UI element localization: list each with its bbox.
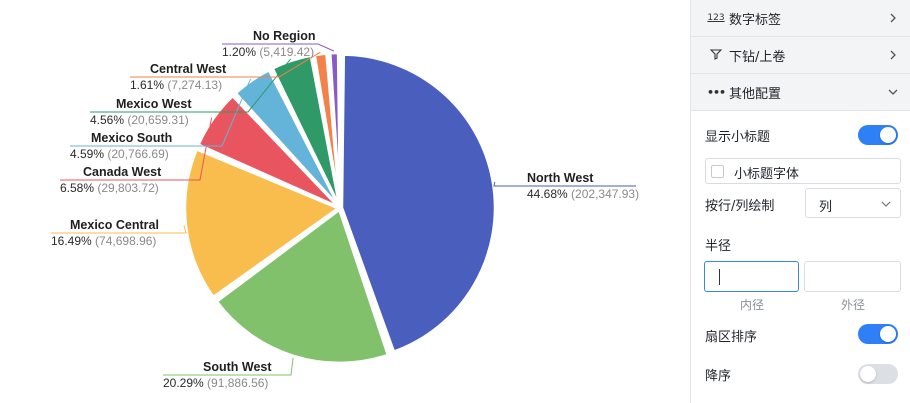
outer-radius-caption: 外径 — [841, 298, 866, 312]
slice-label-value: (202,347.93) — [571, 187, 639, 201]
pie-slice-north-west[interactable] — [340, 53, 497, 353]
slice-label-detail: 1.20% (5,419.42) — [222, 45, 314, 59]
slice-label-name: No Region — [253, 29, 316, 43]
slice-label-detail: 4.59% (20,766.69) — [70, 147, 169, 161]
pie-slice-mexico-central[interactable] — [183, 148, 340, 299]
slice-label-detail: 20.29% (91,886.56) — [163, 376, 268, 390]
leader-line — [222, 43, 335, 52]
number-icon: 123 — [707, 13, 725, 23]
leader-line — [130, 51, 321, 78]
leader-line — [163, 357, 294, 376]
slice-label-percent: 1.61% — [130, 78, 167, 92]
slice-label-percent: 4.56% — [90, 113, 127, 127]
descending-toggle[interactable] — [858, 364, 898, 384]
slice-label-percent: 44.68% — [527, 187, 571, 201]
slice-label-value: (5,419.42) — [259, 45, 314, 59]
subtitle-font-label: 小标题字体 — [734, 167, 800, 182]
slice-label-percent: 20.29% — [163, 376, 207, 390]
slice-label-value: (74,698.96) — [95, 234, 156, 248]
show-subtitle-label: 显示小标题 — [705, 130, 771, 145]
slice-label-detail: 1.61% (7,274.13) — [130, 78, 222, 92]
section-drill[interactable]: 下钻/上卷 — [691, 37, 910, 74]
slice-label-name: Mexico Central — [70, 218, 159, 232]
pie-chart: North West 44.68% (202,347.93) South West 2… — [51, 29, 639, 390]
text-cursor — [719, 269, 720, 285]
pie-slice-canada-west[interactable] — [197, 95, 340, 209]
slice-label-name: North West — [527, 171, 594, 185]
chevron-down-icon — [888, 89, 898, 95]
slice-label-detail: 6.58% (29,803.72) — [60, 181, 159, 195]
section-data-labels[interactable]: 123 数字标签 — [691, 0, 910, 37]
config-panel: 123 数字标签 下钻/上卷 ••• 其他配置 显示小标题 小标题字体 按行/列… — [690, 0, 910, 403]
slice-label-name: South West — [203, 360, 272, 374]
descending-label: 降序 — [705, 369, 732, 384]
draw-by-value: 列 — [819, 200, 833, 215]
toggle-knob — [880, 326, 896, 342]
inner-radius-input[interactable] — [704, 261, 799, 292]
pie-chart-area: North West 44.68% (202,347.93) South West 2… — [51, 29, 640, 390]
show-subtitle-toggle[interactable] — [858, 125, 898, 145]
slice-label-name: Canada West — [83, 165, 162, 179]
pie-slice-mexico-west[interactable] — [271, 54, 341, 208]
section-data-labels-label: 数字标签 — [729, 12, 782, 28]
chevron-right-icon — [890, 13, 896, 23]
section-drill-label: 下钻/上卷 — [729, 49, 786, 65]
inner-radius-caption: 内径 — [740, 298, 765, 312]
more-icon: ••• — [707, 85, 726, 99]
slice-label-percent: 6.58% — [60, 181, 97, 195]
leader-line — [60, 117, 213, 181]
slice-label-value: (20,766.69) — [107, 147, 168, 161]
toggle-knob — [860, 366, 876, 382]
slice-label-value: (20,659.31) — [127, 113, 188, 127]
radius-label: 半径 — [705, 239, 732, 254]
section-other-config[interactable]: ••• 其他配置 — [691, 74, 910, 111]
slice-label-percent: 16.49% — [51, 234, 95, 248]
pie-slice-mexico-south[interactable] — [234, 69, 341, 208]
drill-icon — [707, 48, 725, 63]
chevron-right-icon — [890, 50, 896, 60]
pie-slice-south-west[interactable] — [215, 208, 390, 365]
slice-label-detail: 4.56% (20,659.31) — [90, 113, 189, 127]
pie-slice-no-region[interactable] — [329, 51, 342, 208]
draw-by-label: 按行/列绘制 — [705, 199, 775, 214]
toggle-knob — [880, 127, 896, 143]
slice-label-detail: 44.68% (202,347.93) — [527, 187, 639, 201]
slice-label-value: (7,274.13) — [167, 78, 222, 92]
subtitle-font-field[interactable]: 小标题字体 — [705, 158, 901, 184]
sector-sort-toggle[interactable] — [858, 324, 898, 344]
draw-by-select[interactable]: 列 — [805, 188, 901, 218]
slice-label-value: (29,803.72) — [97, 181, 158, 195]
slice-label-detail: 16.49% (74,698.96) — [51, 234, 156, 248]
section-other-config-label: 其他配置 — [729, 86, 782, 102]
leader-line — [70, 78, 251, 147]
slice-label-percent: 4.59% — [70, 147, 107, 161]
subtitle-font-checkbox[interactable] — [711, 165, 724, 178]
leader-line — [493, 181, 636, 187]
slice-label-value: (91,886.56) — [207, 376, 268, 390]
slice-label-name: Mexico West — [116, 97, 192, 111]
chevron-down-icon — [881, 201, 891, 207]
slice-label-name: Central West — [150, 62, 227, 76]
slice-label-percent: 1.20% — [222, 45, 259, 59]
outer-radius-input[interactable] — [804, 261, 901, 292]
leader-line — [51, 225, 187, 234]
slice-label-name: Mexico South — [91, 131, 172, 145]
sector-sort-label: 扇区排序 — [705, 330, 758, 345]
